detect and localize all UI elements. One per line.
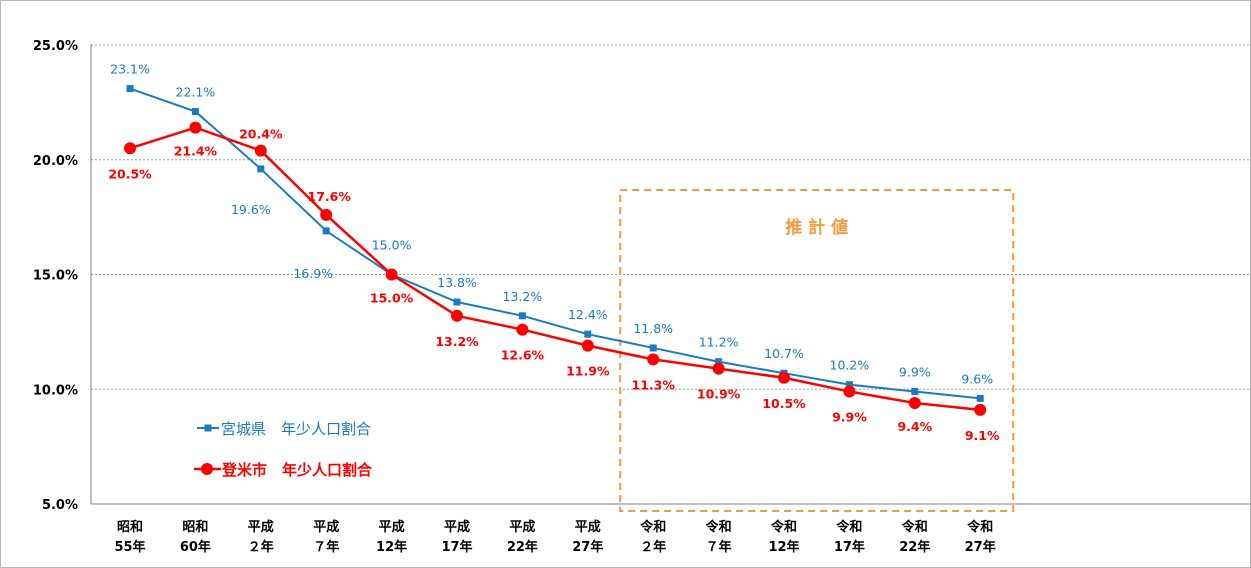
x-tick-label-top: 昭和 <box>117 519 143 535</box>
y-tick-label: 20.0% <box>33 154 78 169</box>
data-label-miyagi: 13.8% <box>437 275 477 290</box>
data-label-miyagi: 11.8% <box>633 321 673 336</box>
data-label-miyagi: 10.2% <box>830 358 870 373</box>
x-tick-label-top: 令和 <box>706 519 732 535</box>
x-tick-label-bottom: 12年 <box>768 539 799 555</box>
x-tick-label-top: 平成 <box>575 519 601 535</box>
data-point-tome <box>647 353 660 366</box>
data-label-miyagi: 22.1% <box>176 85 216 100</box>
legend-marker-tome <box>201 463 213 475</box>
data-label-tome: 12.6% <box>501 348 545 363</box>
x-tick-label-top: 平成 <box>248 519 274 535</box>
data-point-tome <box>778 371 790 384</box>
x-tick-label-bottom: 27年 <box>965 539 996 555</box>
x-tick-label-top: 平成 <box>509 519 535 535</box>
x-tick-label-bottom: 12年 <box>376 539 407 555</box>
data-point-miyagi <box>649 344 657 352</box>
data-label-miyagi: 13.2% <box>503 289 543 304</box>
data-point-miyagi <box>322 227 330 235</box>
y-tick-label: 5.0% <box>42 498 78 513</box>
data-label-tome: 10.5% <box>762 396 806 411</box>
data-point-tome <box>843 385 856 398</box>
data-point-tome <box>516 323 529 336</box>
estimate-box <box>619 189 1015 512</box>
data-label-tome: 10.9% <box>697 387 741 402</box>
x-tick-label-top: 令和 <box>771 519 797 535</box>
data-label-tome: 15.0% <box>370 291 414 306</box>
data-label-miyagi: 10.7% <box>764 346 804 361</box>
data-point-miyagi <box>257 165 265 173</box>
data-label-miyagi: 9.9% <box>899 365 931 380</box>
y-tick-label: 10.0% <box>33 383 78 398</box>
x-tick-label-bottom: 27年 <box>572 539 603 555</box>
data-label-tome: 20.4% <box>239 127 283 142</box>
data-point-miyagi <box>976 394 984 402</box>
x-tick-label-bottom: 17年 <box>834 539 865 555</box>
data-label-miyagi: 16.9% <box>293 266 333 281</box>
data-label-tome: 21.4% <box>174 144 218 159</box>
x-tick-label-top: 平成 <box>379 519 405 535</box>
x-tick-label-bottom: ２年 <box>640 539 666 555</box>
x-tick-label-bottom: ２年 <box>248 539 274 555</box>
data-point-tome <box>581 339 594 352</box>
data-point-tome <box>451 309 463 322</box>
data-label-miyagi: 19.6% <box>231 202 271 217</box>
data-label-miyagi: 23.1% <box>110 62 150 77</box>
data-point-miyagi <box>453 298 461 306</box>
x-tick-label-bottom: 22年 <box>507 539 538 555</box>
data-point-miyagi <box>126 85 134 93</box>
x-tick-label-top: 平成 <box>313 519 339 535</box>
data-label-tome: 11.3% <box>632 377 676 392</box>
x-tick-label-bottom: 55年 <box>114 539 145 555</box>
data-label-tome: 20.5% <box>108 166 152 181</box>
data-point-miyagi <box>518 312 526 320</box>
data-point-tome <box>320 208 333 221</box>
x-tick-label-bottom: ７年 <box>706 539 732 555</box>
data-point-tome <box>189 121 202 134</box>
data-point-tome <box>908 397 921 410</box>
data-point-tome <box>712 362 725 375</box>
data-label-tome: 9.4% <box>897 419 932 434</box>
x-tick-label-top: 令和 <box>640 519 666 535</box>
legend-label-miyagi: 宮城県 年少人口割合 <box>221 420 371 438</box>
data-point-miyagi <box>584 330 592 338</box>
x-tick-label-bottom: 22年 <box>899 539 930 555</box>
data-label-tome: 17.6% <box>308 189 352 204</box>
x-tick-label-bottom: 17年 <box>441 539 472 555</box>
x-tick-label-top: 平成 <box>444 519 470 535</box>
legend-marker-miyagi <box>204 424 212 432</box>
series-line-tome <box>129 126 981 412</box>
data-label-miyagi: 9.6% <box>961 371 993 386</box>
y-tick-label: 25.0% <box>33 39 78 54</box>
data-point-miyagi <box>845 381 853 389</box>
x-tick-label-bottom: ７年 <box>313 539 339 555</box>
data-point-tome <box>974 403 987 416</box>
data-point-miyagi <box>911 388 919 396</box>
data-label-tome: 13.2% <box>435 334 479 349</box>
x-tick-label-bottom: 60年 <box>180 539 211 555</box>
data-point-tome <box>385 268 398 281</box>
x-tick-label-top: 令和 <box>836 519 862 535</box>
data-label-tome: 9.1% <box>965 428 1000 443</box>
series-line-miyagi <box>129 87 981 400</box>
data-point-tome <box>124 142 136 155</box>
data-point-tome <box>254 144 267 157</box>
data-point-miyagi <box>715 358 723 366</box>
x-tick-label-top: 令和 <box>902 519 928 535</box>
data-label-tome: 9.9% <box>832 410 867 425</box>
data-point-miyagi <box>191 108 199 116</box>
data-label-miyagi: 12.4% <box>568 307 608 322</box>
data-label-miyagi: 15.0% <box>372 238 412 253</box>
data-label-miyagi: 11.2% <box>699 335 739 350</box>
legend-label-tome: 登米市 年少人口割合 <box>221 461 373 479</box>
y-tick-label: 15.0% <box>33 269 78 284</box>
x-tick-label-top: 令和 <box>967 519 993 535</box>
x-tick-label-top: 昭和 <box>182 519 208 535</box>
estimate-label: 推計値 <box>785 217 854 238</box>
data-label-tome: 11.9% <box>566 364 610 379</box>
